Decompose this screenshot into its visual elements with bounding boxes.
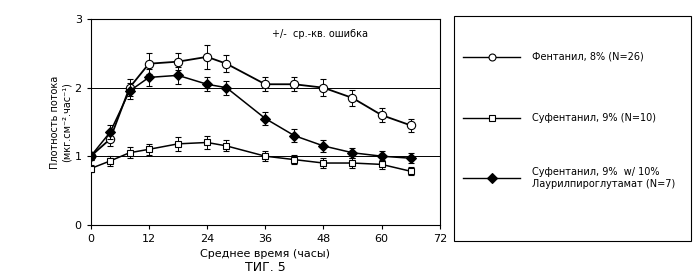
Text: Суфентанил, 9% (N=10): Суфентанил, 9% (N=10) bbox=[532, 113, 656, 122]
Text: Суфентанил, 9%  w/ 10%
Лаурилпироглутамат (N=7): Суфентанил, 9% w/ 10% Лаурилпироглутамат… bbox=[532, 167, 675, 189]
Text: ΤИГ. 5: ΤИГ. 5 bbox=[245, 261, 285, 274]
Text: +/-  ср.-кв. ошибка: +/- ср.-кв. ошибка bbox=[272, 30, 369, 39]
Y-axis label: Плотность потока
(мкг.см⁻².час⁻¹): Плотность потока (мкг.см⁻².час⁻¹) bbox=[50, 75, 72, 169]
Text: Фентанил, 8% (N=26): Фентанил, 8% (N=26) bbox=[532, 52, 644, 62]
X-axis label: Среднее время (часы): Среднее время (часы) bbox=[200, 249, 330, 259]
